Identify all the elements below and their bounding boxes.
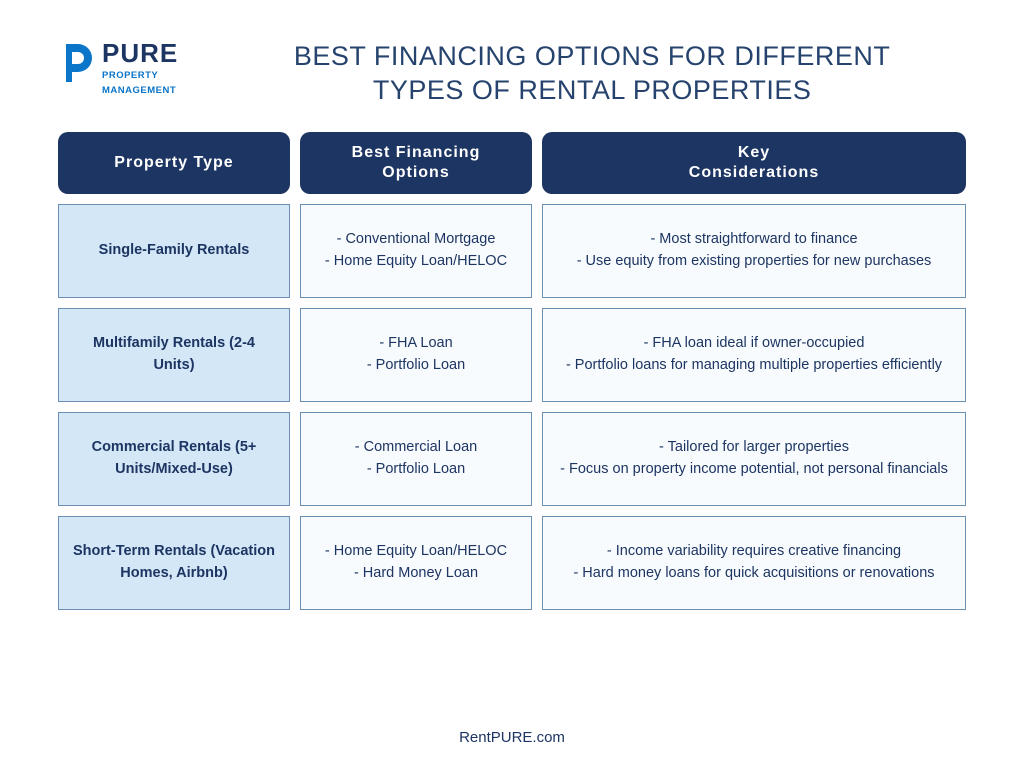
- cell-line: - Income variability requires creative f…: [607, 541, 901, 562]
- header-label: Best Financing Options: [352, 143, 481, 183]
- cell-line: - Portfolio Loan: [367, 355, 465, 376]
- table-header-row: Property Type Best Financing Options Key…: [58, 132, 966, 194]
- header-label: Property Type: [114, 153, 233, 173]
- cell-text: Short-Term Rentals (Vacation Homes, Airb…: [71, 541, 277, 583]
- cell-line: - Home Equity Loan/HELOC: [325, 251, 507, 272]
- cell-text: Single-Family Rentals: [99, 240, 250, 261]
- cell-line: - FHA loan ideal if owner-occupied: [644, 333, 865, 354]
- cell-property-type: Multifamily Rentals (2-4 Units): [58, 308, 290, 402]
- cell-text: Commercial Rentals (5+ Units/Mixed-Use): [71, 437, 277, 479]
- logo-name: PURE: [102, 40, 178, 66]
- title-line2: TYPES OF RENTAL PROPERTIES: [218, 74, 966, 108]
- title-line1: BEST FINANCING OPTIONS FOR DIFFERENT: [218, 40, 966, 74]
- cell-line: - Conventional Mortgage: [337, 229, 496, 250]
- table-row: Commercial Rentals (5+ Units/Mixed-Use) …: [58, 412, 966, 506]
- title-block: BEST FINANCING OPTIONS FOR DIFFERENT TYP…: [218, 40, 966, 108]
- cell-line: - FHA Loan: [379, 333, 452, 354]
- header-financing-options: Best Financing Options: [300, 132, 532, 194]
- cell-considerations: - Most straightforward to finance - Use …: [542, 204, 966, 298]
- header-key-considerations: Key Considerations: [542, 132, 966, 194]
- header-line: Key: [689, 143, 819, 163]
- logo-mark-icon: [58, 40, 94, 86]
- cell-options: - Home Equity Loan/HELOC - Hard Money Lo…: [300, 516, 532, 610]
- footer-url: RentPURE.com: [0, 729, 1024, 746]
- table-row: Short-Term Rentals (Vacation Homes, Airb…: [58, 516, 966, 610]
- cell-options: - Commercial Loan - Portfolio Loan: [300, 412, 532, 506]
- financing-table: Property Type Best Financing Options Key…: [58, 132, 966, 610]
- logo-sub1: PROPERTY: [102, 70, 178, 81]
- page-title: BEST FINANCING OPTIONS FOR DIFFERENT TYP…: [218, 40, 966, 108]
- cell-line: - Portfolio loans for managing multiple …: [566, 355, 942, 376]
- cell-considerations: - Income variability requires creative f…: [542, 516, 966, 610]
- cell-line: - Hard Money Loan: [354, 563, 478, 584]
- header-line: Considerations: [689, 163, 819, 183]
- header-line: Options: [352, 163, 481, 183]
- page-header: PURE PROPERTY MANAGEMENT BEST FINANCING …: [58, 40, 966, 108]
- cell-line: - Most straightforward to finance: [650, 229, 857, 250]
- cell-line: - Tailored for larger properties: [659, 437, 849, 458]
- cell-property-type: Single-Family Rentals: [58, 204, 290, 298]
- cell-options: - Conventional Mortgage - Home Equity Lo…: [300, 204, 532, 298]
- cell-line: - Hard money loans for quick acquisition…: [573, 563, 934, 584]
- cell-line: - Commercial Loan: [355, 437, 478, 458]
- table-row: Multifamily Rentals (2-4 Units) - FHA Lo…: [58, 308, 966, 402]
- table-row: Single-Family Rentals - Conventional Mor…: [58, 204, 966, 298]
- cell-property-type: Commercial Rentals (5+ Units/Mixed-Use): [58, 412, 290, 506]
- cell-line: - Use equity from existing properties fo…: [577, 251, 932, 272]
- header-label: Key Considerations: [689, 143, 819, 183]
- cell-text: Multifamily Rentals (2-4 Units): [71, 333, 277, 375]
- cell-considerations: - FHA loan ideal if owner-occupied - Por…: [542, 308, 966, 402]
- cell-property-type: Short-Term Rentals (Vacation Homes, Airb…: [58, 516, 290, 610]
- cell-line: - Home Equity Loan/HELOC: [325, 541, 507, 562]
- logo-sub2: MANAGEMENT: [102, 85, 178, 96]
- header-line: Best Financing: [352, 143, 481, 163]
- header-property-type: Property Type: [58, 132, 290, 194]
- cell-line: - Focus on property income potential, no…: [560, 459, 948, 480]
- cell-options: - FHA Loan - Portfolio Loan: [300, 308, 532, 402]
- cell-considerations: - Tailored for larger properties - Focus…: [542, 412, 966, 506]
- logo: PURE PROPERTY MANAGEMENT: [58, 40, 178, 97]
- cell-line: - Portfolio Loan: [367, 459, 465, 480]
